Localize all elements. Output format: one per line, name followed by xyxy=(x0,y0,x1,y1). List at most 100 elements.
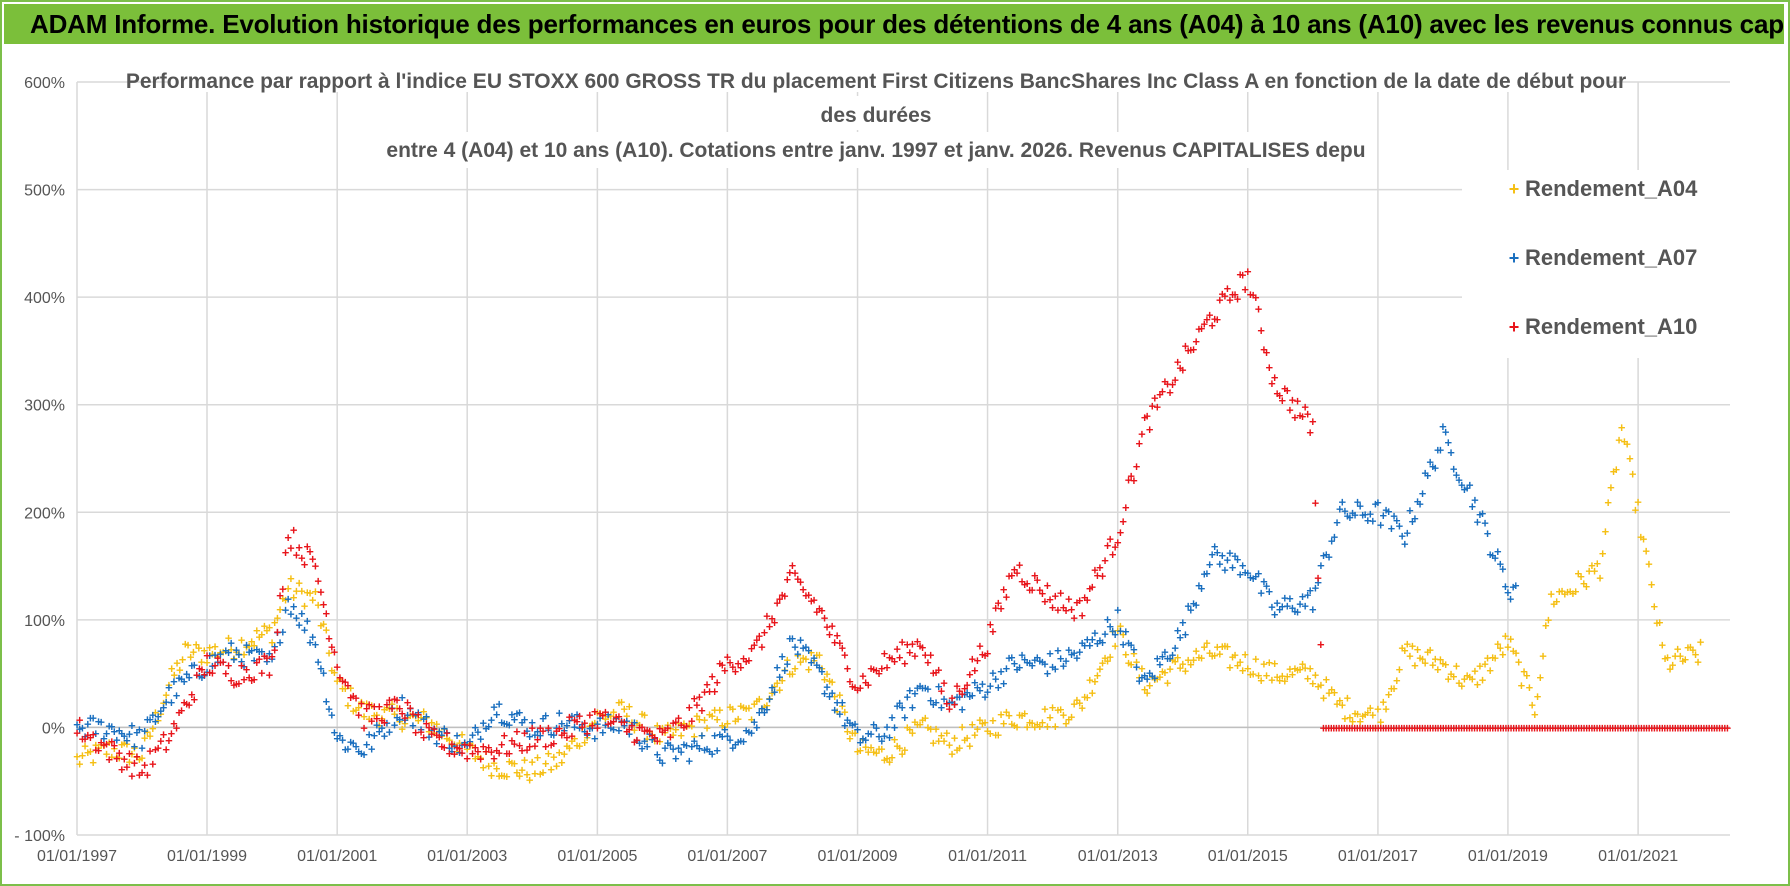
data-point: + xyxy=(958,720,966,735)
data-point: + xyxy=(238,633,246,648)
data-point: + xyxy=(698,728,706,743)
data-point: + xyxy=(924,720,932,735)
data-point: + xyxy=(314,598,322,613)
chart-title-line-2: des durées xyxy=(821,104,932,127)
data-point: + xyxy=(506,746,514,761)
data-point: + xyxy=(250,672,258,687)
data-point: + xyxy=(1182,663,1190,678)
data-point: + xyxy=(123,733,131,748)
data-point: + xyxy=(1393,720,1401,735)
data-point: + xyxy=(568,728,576,743)
data-point: + xyxy=(870,717,878,732)
data-point: + xyxy=(185,670,193,685)
data-point: + xyxy=(1159,384,1167,399)
data-point: + xyxy=(500,768,508,783)
data-point: + xyxy=(1382,502,1390,517)
data-point: + xyxy=(1466,720,1474,735)
data-point: + xyxy=(1445,435,1453,450)
data-point: + xyxy=(461,735,469,750)
data-point: + xyxy=(328,663,336,678)
data-point: + xyxy=(1031,652,1039,667)
data-point: + xyxy=(932,695,940,710)
data-point: + xyxy=(448,737,456,752)
data-point: + xyxy=(398,721,406,736)
data-point: + xyxy=(1651,720,1659,735)
data-point: + xyxy=(1625,720,1633,735)
data-point: + xyxy=(1426,455,1434,470)
data-point: + xyxy=(859,732,867,747)
data-point: + xyxy=(1561,587,1569,602)
data-point: + xyxy=(961,681,969,696)
data-point: + xyxy=(368,741,376,756)
data-point: + xyxy=(1252,651,1260,666)
data-point: + xyxy=(763,698,771,713)
data-point: + xyxy=(420,704,428,719)
data-point: + xyxy=(758,701,766,716)
data-point: + xyxy=(1393,513,1401,528)
data-point: + xyxy=(981,715,989,730)
data-point: + xyxy=(1609,720,1617,735)
data-point: + xyxy=(240,672,248,687)
data-point: + xyxy=(893,738,901,753)
data-point: + xyxy=(401,716,409,731)
data-point: + xyxy=(412,725,420,740)
data-point: + xyxy=(531,738,539,753)
data-point: + xyxy=(1226,546,1234,561)
data-point: + xyxy=(701,712,709,727)
data-point: + xyxy=(206,640,214,655)
data-point: + xyxy=(849,718,857,733)
data-point: + xyxy=(383,716,391,731)
data-point: + xyxy=(1523,720,1531,735)
data-point: + xyxy=(1504,585,1512,600)
data-point: + xyxy=(417,724,425,739)
data-point: + xyxy=(1096,560,1104,575)
data-point: + xyxy=(659,720,667,735)
data-point: + xyxy=(508,733,516,748)
data-point: + xyxy=(1224,552,1232,567)
data-point: + xyxy=(878,661,886,676)
data-point: + xyxy=(513,765,521,780)
data-point: + xyxy=(1179,615,1187,630)
data-point: + xyxy=(1244,264,1252,279)
data-point: + xyxy=(1374,702,1382,717)
data-point: + xyxy=(1409,638,1417,653)
data-point: + xyxy=(1442,720,1450,735)
data-point: + xyxy=(956,683,964,698)
data-point: + xyxy=(1361,707,1369,722)
data-point: + xyxy=(791,566,799,581)
data-point: + xyxy=(388,696,396,711)
data-point: + xyxy=(1192,643,1200,658)
data-point: + xyxy=(789,631,797,646)
data-point: + xyxy=(583,726,591,741)
data-point: + xyxy=(1708,720,1716,735)
data-point: + xyxy=(417,710,425,725)
data-point: + xyxy=(1154,671,1162,686)
data-point: + xyxy=(173,688,181,703)
data-point: + xyxy=(1016,660,1024,675)
data-point: + xyxy=(138,765,146,780)
data-point: + xyxy=(750,638,758,653)
data-point: + xyxy=(1413,720,1421,735)
data-point: + xyxy=(927,693,935,708)
data-point: + xyxy=(1507,631,1515,646)
data-point: + xyxy=(358,746,366,761)
data-point: + xyxy=(571,712,579,727)
data-point: + xyxy=(816,660,824,675)
data-point: + xyxy=(623,708,631,723)
data-point: + xyxy=(1469,499,1477,514)
data-point: + xyxy=(333,659,341,674)
data-point: + xyxy=(781,663,789,678)
data-point: + xyxy=(691,691,699,706)
data-point: + xyxy=(1711,720,1719,735)
data-point: + xyxy=(261,619,269,634)
data-point: + xyxy=(836,688,844,703)
data-point: + xyxy=(1078,701,1086,716)
data-point: + xyxy=(1122,500,1130,515)
data-point: + xyxy=(951,697,959,712)
data-point: + xyxy=(1398,640,1406,655)
data-point: + xyxy=(1434,662,1442,677)
data-point: + xyxy=(336,672,344,687)
data-point: + xyxy=(1468,720,1476,735)
data-point: + xyxy=(669,728,677,743)
data-point: + xyxy=(1148,399,1156,414)
